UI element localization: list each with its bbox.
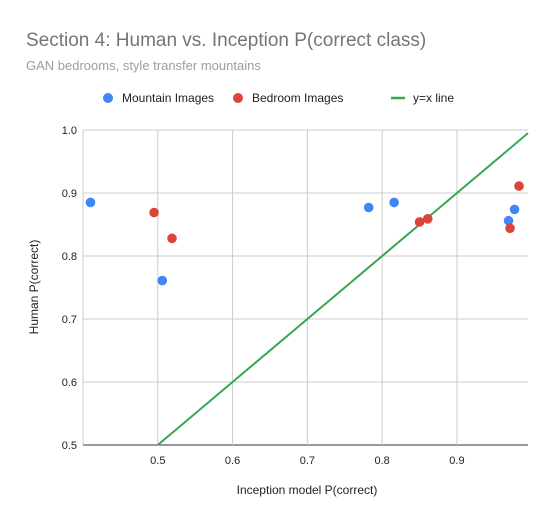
mountain-point — [503, 215, 514, 226]
y-tick-label: 0.7 — [62, 314, 77, 326]
legend-swatch-bedroom — [233, 93, 243, 103]
x-tick-label: 0.5 — [150, 455, 165, 467]
legend: Mountain Images Bedroom Images y=x line — [103, 91, 454, 105]
y-axis-label: Human P(correct) — [27, 240, 41, 335]
x-tick-labels: 0.5 0.6 0.7 0.8 0.9 — [150, 455, 464, 467]
bedroom-point — [149, 207, 159, 218]
bedroom-point — [422, 214, 433, 224]
legend-label-bedroom: Bedroom Images — [252, 91, 343, 105]
legend-swatch-mountain — [103, 93, 113, 103]
bedroom-point — [414, 217, 425, 227]
y-tick-label: 0.9 — [62, 188, 77, 200]
x-tick-label: 0.8 — [375, 455, 390, 467]
mountain-point — [509, 204, 520, 215]
y-tick-label: 0.5 — [62, 440, 77, 452]
y-tick-label: 0.6 — [62, 377, 77, 389]
x-tick-label: 0.6 — [225, 455, 240, 467]
reference-line-layer — [157, 132, 529, 446]
mountain-point — [157, 275, 168, 286]
yx-reference-line — [157, 132, 529, 446]
bedroom-point — [505, 223, 515, 234]
y-tick-label: 0.8 — [62, 251, 77, 263]
data-points — [85, 181, 524, 286]
chart-title: Section 4: Human vs. Inception P(correct… — [26, 30, 426, 51]
mountain-point — [363, 202, 374, 213]
y-tick-labels: 0.5 0.6 0.7 0.8 0.9 1.0 — [62, 125, 77, 452]
x-tick-label: 0.9 — [449, 455, 464, 467]
y-tick-label: 1.0 — [62, 125, 77, 137]
legend-label-mountain: Mountain Images — [122, 91, 214, 105]
bedroom-point — [167, 233, 177, 244]
mountain-point — [389, 197, 399, 208]
grid — [82, 129, 528, 446]
x-axis-label: Inception model P(correct) — [237, 483, 378, 497]
legend-label-yx-line: y=x line — [413, 91, 454, 105]
x-tick-label: 0.7 — [300, 455, 315, 467]
chart-subtitle: GAN bedrooms, style transfer mountains — [26, 58, 261, 73]
bedroom-point — [514, 181, 524, 191]
mountain-point — [85, 197, 96, 208]
